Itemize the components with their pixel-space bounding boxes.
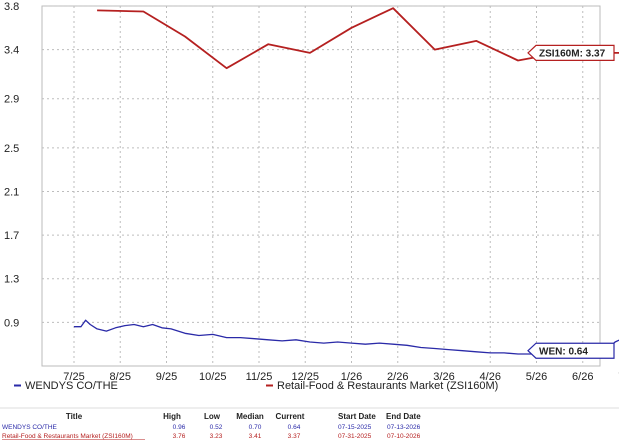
end-label-text: ZSI160M: 3.37	[539, 49, 606, 60]
x-tick-label: 1/26	[341, 371, 362, 383]
table-cell: 07-15-2025	[338, 424, 372, 431]
table-cell: 07-31-2025	[338, 433, 372, 440]
table-cell: WENDYS CO/THE	[2, 424, 58, 431]
x-tick-label: 7/25	[63, 371, 84, 383]
x-tick-label: 10/25	[199, 371, 227, 383]
table-cell: 0.96	[173, 424, 186, 431]
table-cell: 3.41	[249, 433, 262, 440]
end-value-labels: ZSI160M: 3.37 WEN: 0.64	[527, 44, 615, 359]
x-tick-label: 4/26	[480, 371, 501, 383]
table-cell: 07-13-2026	[387, 424, 421, 431]
x-tick-label: 8/25	[110, 371, 131, 383]
table-header: Title	[66, 412, 83, 421]
end-label-box	[527, 44, 615, 62]
y-tick-label: 1.3	[4, 274, 19, 286]
table-cell: 3.23	[210, 433, 223, 440]
table-cell: 0.64	[288, 424, 301, 431]
x-tick-label: 2/26	[387, 371, 408, 383]
x-tick-label: 6/26	[572, 371, 593, 383]
grid-lines	[41, 5, 601, 367]
y-tick-label: 2.9	[4, 94, 19, 106]
plot-area	[41, 5, 601, 367]
summary-table: Title High Low Median Current Start Date End D…	[0, 407, 619, 440]
y-axis: 3.8 3.4 2.9 2.5 2.1 1.7 1.3 0.9	[4, 1, 19, 329]
x-tick-label: 12/25	[291, 371, 319, 383]
table-cell: Retail-Food & Restaurants Market (ZSI160…	[2, 433, 133, 440]
end-label-box	[527, 342, 615, 359]
x-axis: 7/25 8/25 9/25 10/25 11/25 12/25 1/26 2/26 3/26 4…	[63, 371, 619, 383]
y-tick-label: 3.8	[4, 1, 19, 13]
x-tick-label: 9/25	[156, 371, 177, 383]
legend-label: Retail-Food & Restaurants Market (ZSI160…	[277, 380, 498, 392]
x-tick-label: 11/25	[246, 371, 273, 383]
y-tick-label: 2.1	[4, 186, 19, 198]
end-label-text: WEN: 0.64	[539, 346, 588, 357]
x-tick-label: 3/26	[433, 371, 454, 383]
x-tick-label: 5/26	[526, 371, 547, 383]
table-header: End Date	[386, 412, 421, 421]
y-tick-label: 1.7	[4, 230, 19, 242]
y-tick-label: 3.4	[4, 45, 19, 57]
table-header: Low	[204, 412, 221, 421]
table-cell: 3.76	[173, 433, 186, 440]
table-header: Start Date	[338, 412, 376, 421]
legend-label: WENDYS CO/THE	[25, 380, 118, 392]
legend: WENDYS CO/THE Retail-Food & Restaurants M…	[14, 380, 498, 392]
table-cell: 07-10-2026	[387, 433, 421, 440]
table-header: Median	[236, 412, 264, 421]
table-cell: 0.52	[210, 424, 223, 431]
y-tick-label: 2.5	[4, 143, 19, 155]
y-tick-label: 0.9	[4, 317, 19, 329]
table-cell: 3.37	[288, 433, 301, 440]
table-header: Current	[276, 412, 305, 421]
table-header: High	[163, 412, 181, 421]
table-cell: 0.70	[249, 424, 262, 431]
